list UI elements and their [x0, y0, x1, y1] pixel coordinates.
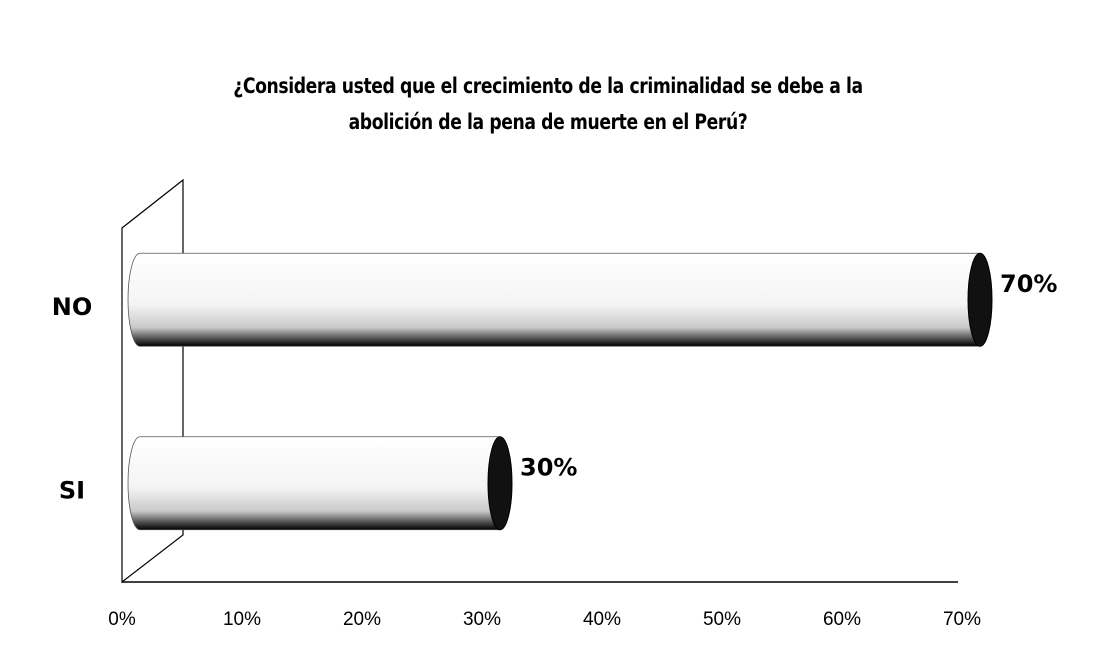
- x-tick-label: 20%: [343, 609, 381, 630]
- bar: [127, 436, 501, 531]
- x-tick-label: 30%: [463, 609, 501, 630]
- chart-title: ¿Considera usted que el crecimiento de l…: [233, 74, 863, 134]
- y-tick-label: SI: [59, 476, 85, 504]
- data-label: 70%: [1000, 270, 1057, 298]
- x-tick-label: 40%: [583, 609, 621, 630]
- x-tick-label: 60%: [823, 609, 861, 630]
- bar-cap: [967, 252, 993, 347]
- y-tick-label: NO: [52, 293, 93, 321]
- x-tick-label: 70%: [943, 609, 981, 630]
- bar-cap: [487, 436, 513, 531]
- data-label: 30%: [520, 453, 577, 481]
- bar: [127, 252, 981, 347]
- x-tick-label: 0%: [108, 609, 136, 630]
- x-tick-label: 50%: [703, 609, 741, 630]
- x-tick-label: 10%: [223, 609, 261, 630]
